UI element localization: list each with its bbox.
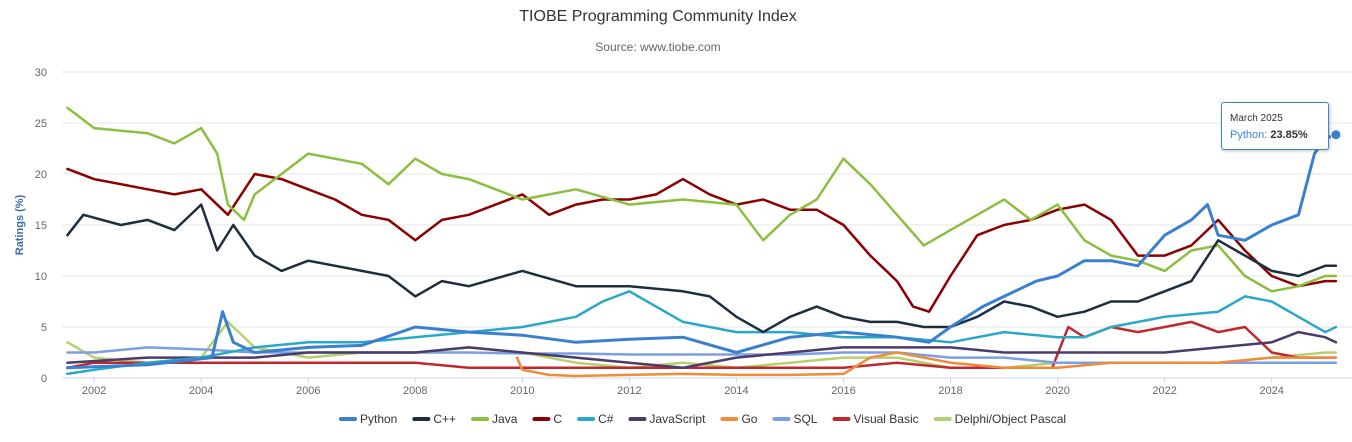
series-line-go bbox=[515, 351, 1338, 378]
legend-label-c-: C++ bbox=[433, 412, 456, 426]
tooltip-value: 23.85% bbox=[1270, 129, 1308, 141]
y-tick-label: 10 bbox=[35, 271, 47, 283]
x-tick-label: 2002 bbox=[82, 385, 106, 397]
tooltip-series-name: Python bbox=[1230, 129, 1265, 141]
gridlines bbox=[62, 71, 1352, 379]
series-line-c- bbox=[66, 290, 1338, 376]
series-line-sql bbox=[66, 346, 1338, 364]
x-tick-label: 2018 bbox=[938, 385, 962, 397]
series-line-delphi-object-pascal bbox=[66, 320, 1338, 370]
series-line-c bbox=[66, 167, 1338, 313]
legend: Python C++ Java C C# JavaScript Go SQL Visual Ba… bbox=[339, 412, 1066, 426]
legend-label-c: C bbox=[553, 412, 562, 426]
y-axis-title: Ratings (%) bbox=[14, 194, 26, 255]
legend-label-javascript: JavaScript bbox=[649, 412, 706, 426]
x-tick-label: 2006 bbox=[296, 385, 320, 397]
y-tick-label: 25 bbox=[35, 118, 47, 130]
x-tick-label: 2014 bbox=[724, 385, 748, 397]
x-tick-label: 2020 bbox=[1045, 385, 1069, 397]
series-lines bbox=[65, 106, 1338, 378]
axis-ticks: 0 5 10 15 20 25 30 2002 2004 2006 2008 2010 2012 2014… bbox=[35, 67, 1284, 397]
legend-label-c-: C# bbox=[598, 412, 614, 426]
series-line-c- bbox=[66, 203, 1338, 334]
legend-label-sql: SQL bbox=[793, 412, 817, 426]
x-tick-label: 2008 bbox=[403, 385, 427, 397]
chart-title: TIOBE Programming Community Index bbox=[519, 8, 796, 25]
y-tick-label: 5 bbox=[41, 322, 47, 334]
series-line-javascript bbox=[66, 330, 1338, 370]
x-tick-label: 2004 bbox=[189, 385, 213, 397]
python-hover-marker bbox=[1330, 129, 1342, 141]
y-tick-label: 15 bbox=[35, 220, 47, 232]
hover-marker-layer bbox=[1330, 129, 1342, 141]
x-tick-label: 2022 bbox=[1152, 385, 1176, 397]
series-line-java bbox=[66, 106, 1338, 293]
y-tick-label: 20 bbox=[35, 169, 47, 181]
legend-label-go: Go bbox=[741, 412, 757, 426]
tooltip-date: March 2025 bbox=[1230, 113, 1283, 124]
legend-label-visual-basic: Visual Basic bbox=[853, 412, 918, 426]
legend-label-java: Java bbox=[492, 412, 518, 426]
y-tick-label: 0 bbox=[41, 373, 47, 385]
chart-subtitle: Source: www.tiobe.com bbox=[595, 40, 720, 54]
y-tick-label: 30 bbox=[35, 67, 47, 79]
series-line-python bbox=[65, 133, 1338, 370]
tooltip-line: Python: 23.85% bbox=[1230, 129, 1308, 141]
x-tick-label: 2012 bbox=[617, 385, 641, 397]
legend-label-python: Python bbox=[360, 412, 397, 426]
series-line-visual-basic bbox=[66, 320, 1338, 370]
x-tick-label: 2024 bbox=[1259, 385, 1283, 397]
tooltip: March 2025 Python: 23.85% bbox=[1221, 102, 1329, 150]
x-tick-label: 2016 bbox=[831, 385, 855, 397]
legend-label-delphi-object-pascal: Delphi/Object Pascal bbox=[955, 412, 1066, 426]
x-tick-label: 2010 bbox=[510, 385, 534, 397]
